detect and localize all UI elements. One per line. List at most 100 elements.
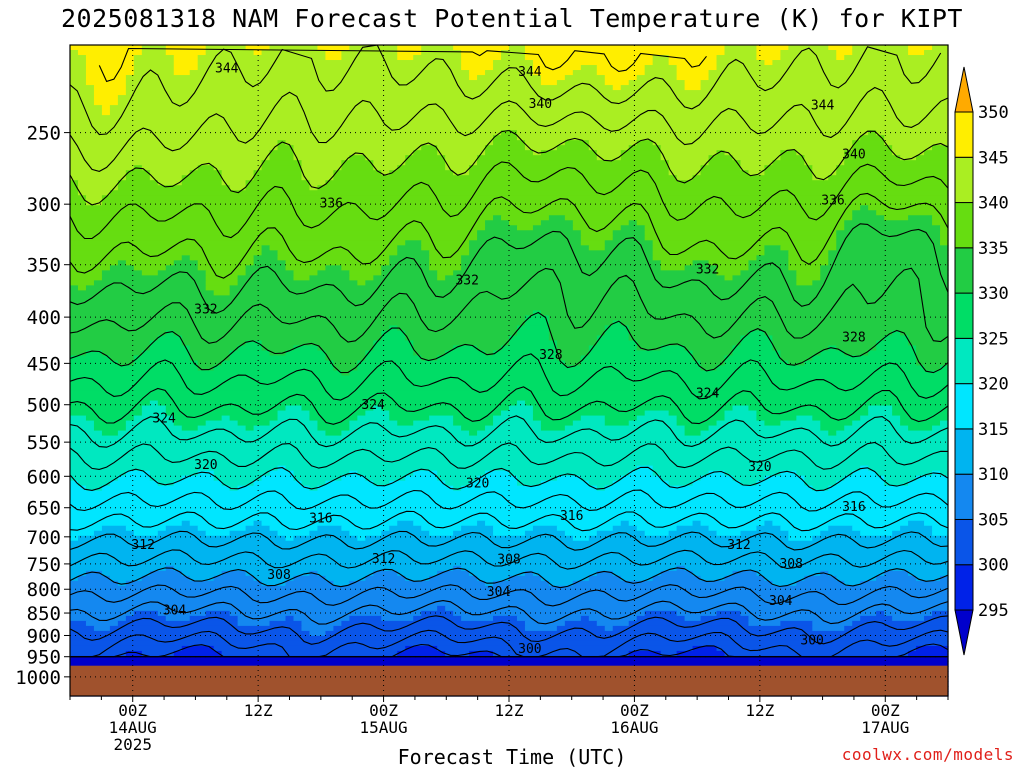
- field-cell: [516, 325, 550, 332]
- field-cell: [165, 330, 175, 337]
- field-cell: [692, 350, 734, 357]
- field-cell: [700, 430, 829, 437]
- field-cell: [341, 370, 350, 377]
- field-cell: [700, 165, 742, 171]
- field-cell: [564, 140, 590, 146]
- field-cell: [636, 340, 742, 347]
- field-cell: [732, 475, 766, 482]
- field-cell: [676, 175, 694, 181]
- field-cell: [556, 525, 614, 532]
- field-cell: [325, 265, 342, 271]
- field-cell: [245, 270, 295, 276]
- field-cell: [588, 535, 789, 542]
- field-cell: [604, 245, 654, 251]
- field-cell: [301, 405, 374, 412]
- field-cell: [724, 410, 758, 417]
- field-cell: [429, 250, 470, 256]
- field-cell: [516, 225, 534, 231]
- x-tick-label: 00Z: [118, 701, 147, 720]
- field-cell: [501, 215, 550, 221]
- field-cell: [77, 480, 111, 487]
- field-cell: [509, 405, 534, 412]
- field-cell: [620, 150, 662, 156]
- field-cell: [509, 335, 550, 342]
- contour-label: 316: [842, 500, 865, 515]
- field-cell: [604, 330, 630, 337]
- field-cell: [628, 220, 638, 226]
- field-cell: [836, 230, 941, 236]
- field-cell: [93, 530, 135, 537]
- field-cell: [285, 265, 327, 271]
- field-cell: [285, 405, 303, 412]
- field-cell: [852, 210, 877, 216]
- field-cell: [125, 90, 949, 96]
- field-cell: [70, 535, 79, 542]
- field-cell: [852, 420, 901, 427]
- field-cell: [756, 50, 781, 56]
- field-cell: [70, 170, 127, 176]
- field-cell: [477, 155, 598, 161]
- y-axis: 2503003504004505005506006507007508008509…: [15, 123, 70, 689]
- field-cell: [70, 155, 271, 161]
- field-cell: [133, 55, 175, 61]
- field-cell: [708, 525, 758, 532]
- field-cell: [780, 470, 797, 477]
- field-cell: [812, 175, 829, 181]
- field-cell: [277, 255, 390, 261]
- field-cell: [70, 260, 119, 266]
- field-cell: [604, 420, 630, 427]
- x-tick-label: 12Z: [244, 701, 273, 720]
- field-cell: [141, 50, 167, 56]
- field-cell: [157, 610, 207, 617]
- field-cell: [437, 470, 486, 477]
- field-cell: [588, 245, 606, 251]
- colorbar-arrow-high: [954, 66, 974, 113]
- field-cell: [628, 650, 662, 657]
- field-cell: [724, 360, 789, 367]
- field-cell: [540, 310, 949, 317]
- field-cell: [828, 525, 853, 532]
- field-cell: [269, 155, 295, 161]
- field-cell: [724, 45, 758, 51]
- contour-line: [69, 267, 949, 344]
- field-cell: [556, 475, 582, 482]
- contour-line: [69, 510, 949, 532]
- contour-label: 320: [194, 458, 217, 473]
- field-cell: [524, 55, 654, 61]
- field-cell: [229, 185, 247, 191]
- field-cell: [309, 630, 327, 637]
- field-cell: [70, 70, 87, 76]
- field-cell: [940, 365, 949, 372]
- field-cell: [652, 575, 702, 582]
- field-cell: [133, 355, 191, 362]
- colorbar-bin: [954, 156, 974, 204]
- field-cell: [421, 50, 462, 56]
- field-cell: [421, 45, 454, 51]
- field-cell: [229, 285, 949, 291]
- field-cell: [580, 355, 694, 362]
- field-cell: [820, 275, 949, 281]
- contour-label: 300: [800, 633, 823, 648]
- field-cell: [349, 45, 398, 51]
- source-credit: coolwx.com/models: [841, 745, 1014, 764]
- field-cell: [916, 155, 949, 161]
- field-cell: [556, 340, 598, 347]
- field-cell: [764, 245, 781, 251]
- contour-label: 308: [267, 568, 290, 583]
- field-cell: [892, 330, 901, 337]
- field-cell: [916, 360, 949, 367]
- field-cell: [636, 615, 686, 622]
- field-cell: [221, 170, 255, 176]
- field-cell: [509, 340, 558, 347]
- field-cell: [301, 625, 334, 632]
- field-cell: [85, 195, 103, 201]
- field-cell: [293, 145, 422, 151]
- field-cell: [860, 530, 893, 537]
- field-cell: [477, 235, 582, 241]
- field-cell: [820, 350, 845, 357]
- field-cell: [620, 475, 662, 482]
- field-cell: [692, 175, 813, 181]
- field-cell: [125, 650, 143, 657]
- field-cell: [820, 270, 949, 276]
- field-cell: [397, 420, 414, 427]
